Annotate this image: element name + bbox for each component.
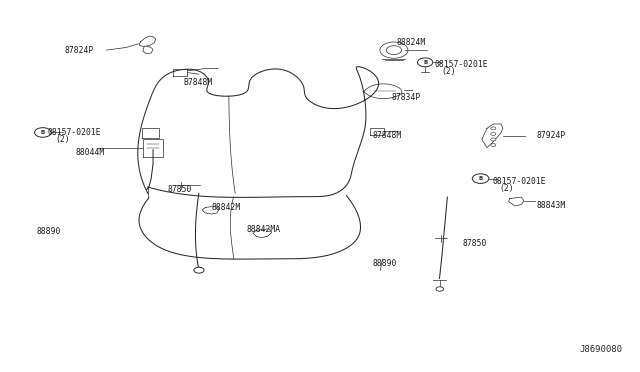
Text: 88890: 88890: [36, 227, 61, 235]
Text: B7848M: B7848M: [183, 78, 212, 87]
Text: 87848M: 87848M: [373, 131, 402, 140]
Circle shape: [35, 128, 51, 137]
Circle shape: [491, 138, 496, 141]
Circle shape: [380, 42, 408, 58]
Text: 08157-0201E: 08157-0201E: [492, 177, 546, 186]
Text: 88843M: 88843M: [537, 201, 566, 210]
Text: (2): (2): [500, 184, 515, 193]
Circle shape: [491, 144, 496, 147]
Circle shape: [194, 267, 204, 273]
Text: 88044M: 88044M: [76, 148, 104, 157]
Text: J8690080: J8690080: [580, 345, 623, 354]
Text: 88890: 88890: [372, 259, 397, 268]
Text: B: B: [479, 176, 483, 181]
Text: B: B: [423, 60, 428, 65]
Text: 87850: 87850: [463, 239, 487, 248]
Circle shape: [436, 287, 444, 291]
Text: (2): (2): [441, 67, 456, 76]
Text: 08157-0201E: 08157-0201E: [47, 128, 101, 137]
Text: 88842M: 88842M: [212, 203, 241, 212]
Text: 87924P: 87924P: [537, 131, 566, 140]
Circle shape: [417, 58, 433, 67]
Circle shape: [472, 174, 489, 183]
Text: 87824P: 87824P: [65, 46, 94, 55]
Text: 88824M: 88824M: [396, 38, 426, 47]
Text: 87834P: 87834P: [392, 93, 420, 102]
Circle shape: [491, 127, 496, 130]
Text: B: B: [41, 130, 45, 135]
Circle shape: [491, 132, 496, 135]
Text: 87850: 87850: [167, 185, 191, 194]
Text: 88842MA: 88842MA: [246, 225, 281, 234]
Circle shape: [387, 46, 401, 55]
Text: (2): (2): [56, 135, 70, 144]
Text: 08157-0201E: 08157-0201E: [435, 60, 488, 70]
